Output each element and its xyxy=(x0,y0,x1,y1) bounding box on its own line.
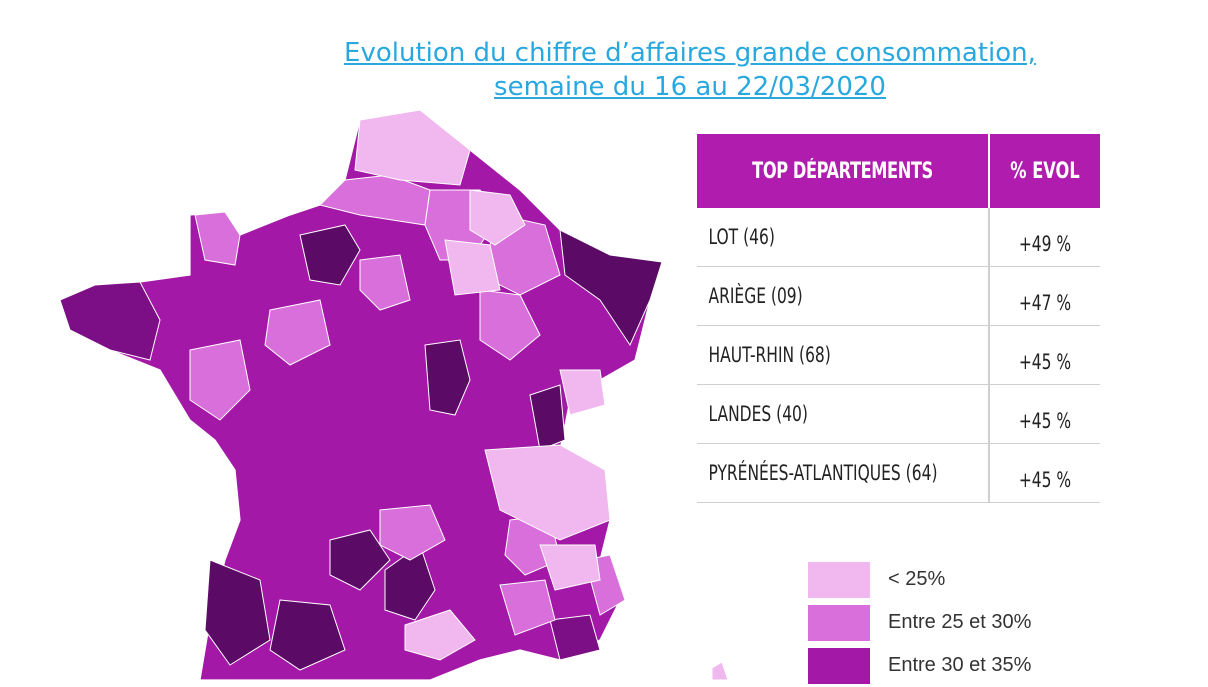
region-var xyxy=(499,579,556,636)
row-evolution: +47 % xyxy=(1018,291,1072,315)
region-pyrenees xyxy=(269,599,346,671)
region-lot xyxy=(329,529,391,591)
table-header: TOP DÉPARTEMENTS % EVOL xyxy=(697,134,1100,208)
region-provence xyxy=(539,544,601,591)
legend-swatch-light xyxy=(808,561,870,598)
table-row: LOT (46) +49 % xyxy=(697,208,1100,267)
row-department: PYRÉNÉES-ATLANTIQUES (64) xyxy=(708,461,938,485)
legend-label: Entre 25 et 30% xyxy=(888,611,1032,633)
row-evolution: +45 % xyxy=(1018,468,1072,492)
region-haute-saone xyxy=(559,369,606,416)
region-centre-west xyxy=(264,299,331,366)
map-legend: < 25% Entre 25 et 30% Entre 30 et 35% xyxy=(808,558,1031,687)
row-department: ARIÈGE (09) xyxy=(708,284,803,308)
region-north-east xyxy=(559,229,663,347)
header-departements: TOP DÉPARTEMENTS xyxy=(752,158,933,184)
table-row: HAUT-RHIN (68) +45 % xyxy=(697,326,1100,385)
row-evolution: +45 % xyxy=(1018,350,1072,374)
row-evolution: +45 % xyxy=(1018,409,1072,433)
row-evolution: +49 % xyxy=(1018,232,1072,256)
legend-item: Entre 30 et 35% xyxy=(808,644,1031,687)
row-department: LOT (46) xyxy=(708,225,775,249)
legend-swatch-medium xyxy=(808,604,870,641)
region-jura xyxy=(529,384,566,451)
column-divider xyxy=(988,208,990,266)
region-brittany-west xyxy=(59,281,161,361)
legend-label: Entre 30 et 35% xyxy=(888,654,1032,676)
table-row: LANDES (40) +45 % xyxy=(697,385,1100,444)
region-aube xyxy=(444,239,501,296)
column-divider xyxy=(988,267,990,325)
region-nord xyxy=(354,109,471,186)
legend-label: < 25% xyxy=(888,568,946,590)
region-bourgogne xyxy=(479,289,541,361)
column-divider xyxy=(988,326,990,384)
region-normandy-west xyxy=(194,211,241,266)
column-divider xyxy=(988,385,990,443)
header-separator xyxy=(988,134,990,208)
region-idf xyxy=(359,254,411,311)
title-line-1: Evolution du chiffre d’affaires grande c… xyxy=(344,38,1036,68)
title-line-2: semaine du 16 au 22/03/2020 xyxy=(494,72,886,102)
header-evol: % EVOL xyxy=(1010,158,1080,184)
region-pays-loire xyxy=(189,339,251,421)
region-center xyxy=(424,339,471,416)
region-rhone-alpes xyxy=(484,444,611,541)
legend-swatch-strong xyxy=(808,647,870,684)
region-south-west xyxy=(204,559,271,666)
table-row: ARIÈGE (09) +47 % xyxy=(697,267,1100,326)
region-ardennes xyxy=(469,189,526,246)
region-corse xyxy=(711,661,729,680)
column-divider xyxy=(988,444,990,502)
map-title: Evolution du chiffre d’affaires grande c… xyxy=(300,36,1080,104)
region-herault xyxy=(404,609,476,661)
region-auvergne xyxy=(379,504,446,561)
row-department: HAUT-RHIN (68) xyxy=(708,343,831,367)
row-department: LANDES (40) xyxy=(708,402,808,426)
legend-item: < 25% xyxy=(808,558,1031,601)
table-row: PYRÉNÉES-ATLANTIQUES (64) +45 % xyxy=(697,444,1100,503)
region-alpes-maritimes xyxy=(549,614,601,661)
top-departements-table: TOP DÉPARTEMENTS % EVOL LOT (46) +49 % A… xyxy=(697,134,1100,503)
region-normandy-east xyxy=(299,224,361,286)
legend-item: Entre 25 et 30% xyxy=(808,601,1031,644)
